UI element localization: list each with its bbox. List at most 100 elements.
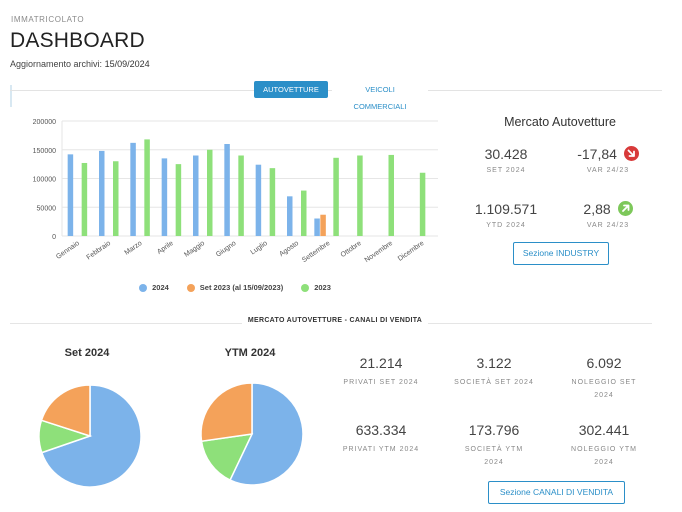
kpi-value: 30.428 xyxy=(484,146,528,162)
kpi-value: 1.109.571 xyxy=(474,201,538,217)
stat-value: 302.441 xyxy=(578,422,630,438)
pie-title-ytm-2024: YTM 2024 xyxy=(224,347,276,359)
y-tick-label: 150000 xyxy=(33,148,56,155)
kpi-value-row: -17,84 xyxy=(553,146,663,162)
bar-2023[interactable] xyxy=(113,161,119,236)
bar-2024[interactable] xyxy=(287,196,293,236)
page-eyebrow: IMMATRICOLATO xyxy=(11,15,85,24)
bar-2024[interactable] xyxy=(255,164,262,236)
y-tick-label: 0 xyxy=(52,234,56,241)
bar-2023[interactable] xyxy=(333,157,339,236)
kpi-label: SET 2024 xyxy=(486,167,526,174)
legend-label-2023: 2023 xyxy=(314,283,331,292)
x-tick-label: Dicembre xyxy=(397,240,426,263)
bar-2024[interactable] xyxy=(99,150,105,236)
kpi-value: -17,84 xyxy=(577,146,617,162)
pie-slice-societ[interactable] xyxy=(200,433,254,482)
pie-slice-noleggio[interactable] xyxy=(40,384,91,438)
arrow-down-right-icon xyxy=(623,146,639,161)
bar-2023[interactable] xyxy=(301,190,307,236)
bar-2023[interactable] xyxy=(207,149,213,236)
archive-update-label: Aggiornamento archivi: xyxy=(10,59,103,69)
tab-veicoli-commerciali[interactable]: VEICOLI COMMERCIALI xyxy=(332,81,428,111)
sales-channel-pies xyxy=(38,382,304,488)
kpi-label: VAR 24/23 xyxy=(586,222,630,229)
tab-autovetture[interactable]: AUTOVETTURE xyxy=(254,81,328,98)
arrow-up-right-icon xyxy=(617,201,633,216)
kpi-var-month: -17,84 VAR 24/23 xyxy=(553,146,663,174)
sales-channels-section-title-text: MERCATO AUTOVETTURE - CANALI DI VENDITA xyxy=(241,317,429,324)
stat-label-line: NOLEGGIO SET xyxy=(571,379,637,386)
sales-channels-section-title: MERCATO AUTOVETTURE - CANALI DI VENDITA xyxy=(10,317,660,324)
pie-slice-noleggio[interactable] xyxy=(200,382,253,443)
stat-label-line: NOLEGGIO YTM xyxy=(571,446,637,453)
stat-label-line: 2024 xyxy=(594,459,614,466)
archive-update-date: 15/09/2024 xyxy=(104,59,150,69)
stat-label-line: SOCIETÀ SET 2024 xyxy=(454,379,534,386)
kpi-value: 2,88 xyxy=(583,201,611,217)
legend-item-2024[interactable]: 2024 xyxy=(139,283,169,292)
bar-2024[interactable] xyxy=(224,144,230,236)
legend-label-2024: 2024 xyxy=(152,283,169,292)
bar-2023[interactable] xyxy=(388,154,395,236)
stat-privati-set: 21.214 PRIVATI SET 2024 xyxy=(326,355,436,389)
kpi-label: YTD 2024 xyxy=(486,222,526,229)
stat-value: 6.092 xyxy=(586,355,622,371)
kpi-var-ytd: 2,88 VAR 24/23 xyxy=(553,201,663,229)
bar-2023[interactable] xyxy=(238,155,244,237)
bar-2024[interactable] xyxy=(314,218,320,236)
bar-set-2023[interactable] xyxy=(320,214,326,236)
sales-channels-section-button[interactable]: Sezione CANALI DI VENDITA xyxy=(488,481,625,504)
stat-societa-ytm: 173.796 SOCIETÀ YTM 2024 xyxy=(439,422,549,469)
x-tick-label: Ottobre xyxy=(340,240,363,259)
stat-value: 633.334 xyxy=(355,422,407,438)
kpi-set-2024: 30.428 SET 2024 xyxy=(451,146,561,174)
kpi-ytd-2024: 1.109.571 YTD 2024 xyxy=(451,201,561,229)
stat-noleggio-set: 6.092 NOLEGGIO SET 2024 xyxy=(549,355,659,402)
pie-title-set-2024: Set 2024 xyxy=(64,347,110,359)
stat-label-line: PRIVATI SET 2024 xyxy=(343,379,419,386)
bar-2023[interactable] xyxy=(357,155,363,237)
bar-2023[interactable] xyxy=(419,172,426,236)
market-title: Mercato Autovetture xyxy=(504,115,616,129)
legend-item-set-2023[interactable]: Set 2023 (al 15/09/2023) xyxy=(186,283,284,292)
pie-slice-privati[interactable] xyxy=(229,382,304,486)
industry-section-button[interactable]: Sezione INDUSTRY xyxy=(513,242,609,265)
x-tick-label: Novembre xyxy=(364,240,395,264)
stat-label-line: 2024 xyxy=(594,392,614,399)
stat-label: SOCIETÀ SET 2024 xyxy=(439,376,549,389)
stat-label: NOLEGGIO SET 2024 xyxy=(549,376,659,402)
chart-legend: 2024 Set 2023 (al 15/09/2023) 2023 xyxy=(0,283,470,292)
stat-label-line: SOCIETÀ YTM xyxy=(464,446,524,453)
kpi-label: VAR 24/23 xyxy=(586,167,630,174)
bar-2024[interactable] xyxy=(130,142,136,236)
stat-label: SOCIETÀ YTM 2024 xyxy=(439,443,549,469)
tabs-accent-bar xyxy=(10,85,12,107)
y-tick-label: 50000 xyxy=(37,205,57,212)
stat-label: PRIVATI SET 2024 xyxy=(326,376,436,389)
page-title: DASHBOARD xyxy=(10,29,145,52)
legend-item-2023[interactable]: 2023 xyxy=(301,283,331,292)
stat-label-line: 2024 xyxy=(484,459,504,466)
stat-label: PRIVATI YTM 2024 xyxy=(326,443,436,456)
legend-label-set-2023: Set 2023 (al 15/09/2023) xyxy=(199,283,284,292)
stat-privati-ytm: 633.334 PRIVATI YTM 2024 xyxy=(326,422,436,456)
bar-2023[interactable] xyxy=(175,164,182,236)
stat-label-line: PRIVATI YTM 2024 xyxy=(342,446,420,453)
y-tick-label: 100000 xyxy=(33,177,56,184)
legend-dot-set-2023 xyxy=(186,283,195,292)
legend-dot-2024 xyxy=(139,283,148,292)
archive-update-info: Aggiornamento archivi: 15/09/2024 xyxy=(10,59,150,69)
stat-value: 173.796 xyxy=(468,422,520,438)
stat-value: 21.214 xyxy=(359,355,403,371)
legend-dot-2023 xyxy=(301,283,310,292)
bar-2024[interactable] xyxy=(161,158,168,236)
stat-value: 3.122 xyxy=(476,355,512,371)
bar-2024[interactable] xyxy=(67,154,74,236)
bar-2023[interactable] xyxy=(269,168,276,236)
stat-label: NOLEGGIO YTM 2024 xyxy=(549,443,659,469)
kpi-value-row: 2,88 xyxy=(553,201,663,217)
bar-2024[interactable] xyxy=(193,155,199,237)
bar-2023[interactable] xyxy=(81,162,88,236)
bar-2023[interactable] xyxy=(144,139,150,236)
